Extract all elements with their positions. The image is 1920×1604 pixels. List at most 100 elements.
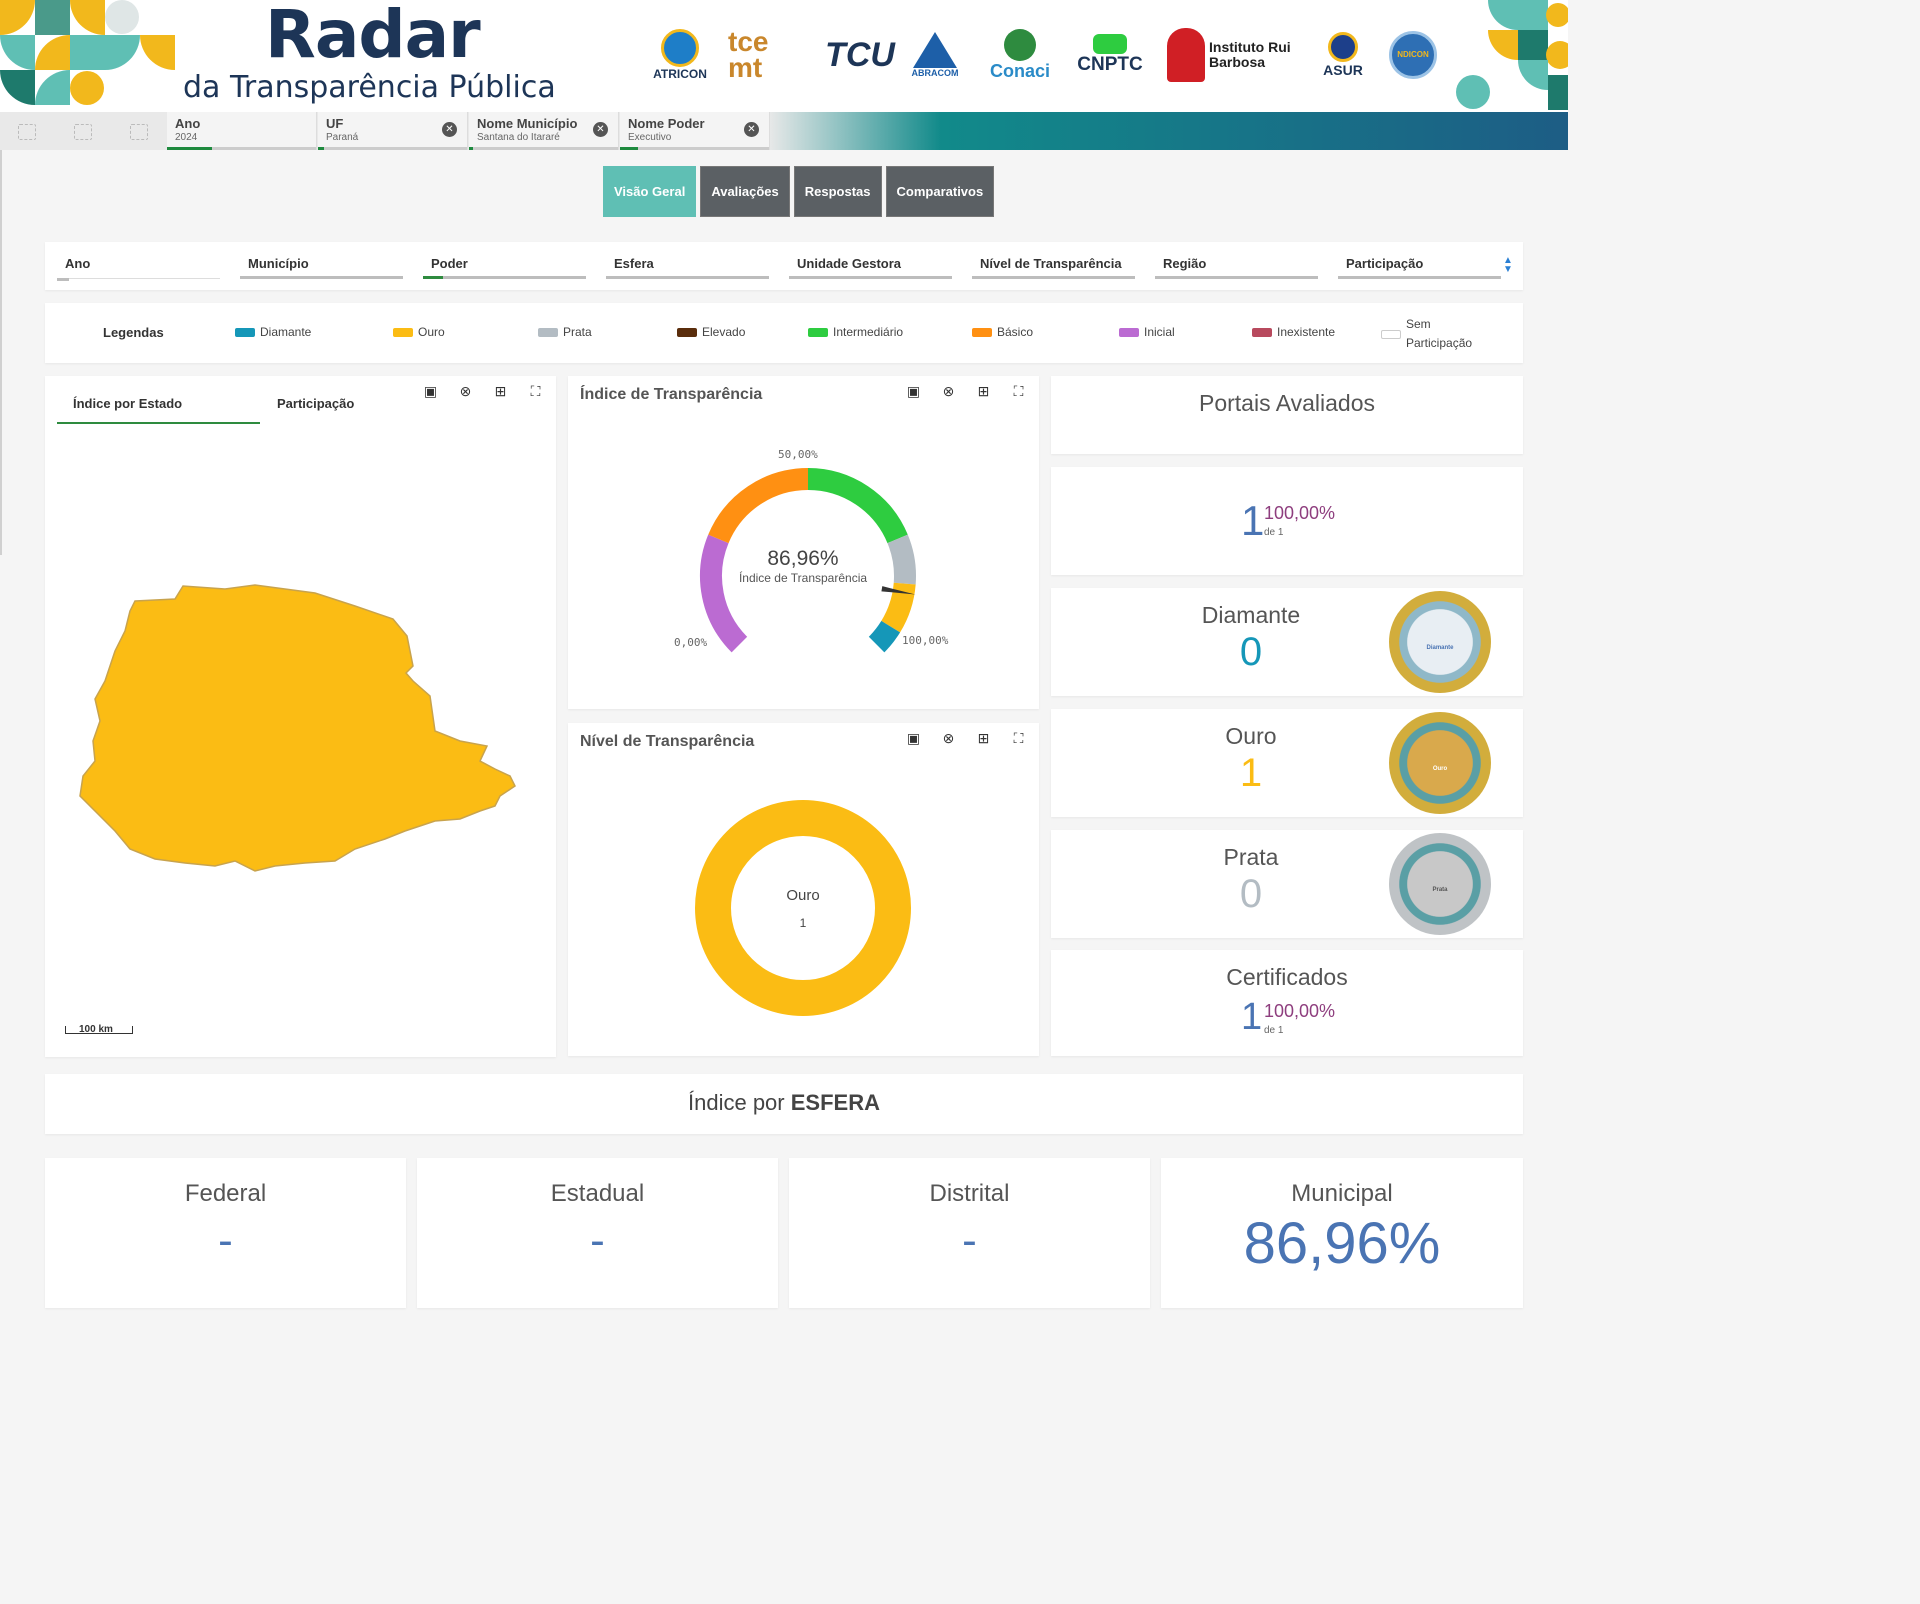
swatch-basico — [972, 327, 992, 337]
dropdown-esfera[interactable]: Esfera — [606, 252, 769, 279]
dropdown-poder[interactable]: Poder — [423, 252, 586, 279]
selo-diamante-name: Diamante — [1201, 602, 1301, 628]
certificados-card: Certificados 1 100,00% de 1 — [1051, 950, 1523, 1056]
tab-visao-geral[interactable]: Visão Geral — [603, 166, 697, 217]
fullscreen-icon[interactable]: ⛶ — [1013, 383, 1024, 399]
tab-indice-por-estado[interactable]: Índice por Estado — [57, 384, 260, 424]
gauge-title: Índice de Transparência — [580, 386, 763, 403]
legend-item-basico: Básico — [972, 325, 1033, 339]
scroll-arrows-icon[interactable]: ▲ ▼ — [1503, 255, 1513, 275]
donut-chart[interactable] — [693, 798, 913, 1018]
dropdown-unidade-gestora[interactable]: Unidade Gestora — [789, 252, 952, 279]
esfera-estadual-name: Estadual — [550, 1180, 645, 1207]
gauge-segment-intermediario — [807, 468, 908, 544]
asur-logo: ASUR — [1318, 22, 1368, 88]
clear-municipio-icon[interactable]: ✕ — [593, 122, 608, 137]
tab-avaliacoes[interactable]: Avaliações — [700, 166, 790, 217]
legend-item-sem-participacao: Sem Participação — [1381, 315, 1481, 353]
fullscreen-icon[interactable]: ⛶ — [530, 383, 541, 399]
donut-slice-ouro — [695, 800, 911, 1016]
dropdown-regiao[interactable]: Região — [1155, 252, 1318, 279]
close-icon[interactable]: ⊗ — [459, 383, 472, 399]
portais-of: de 1 — [1264, 527, 1284, 538]
dropdown-participacao[interactable]: Participação — [1338, 252, 1501, 279]
clear-selections-icon[interactable] — [130, 124, 148, 140]
swatch-diamante — [235, 327, 255, 337]
clear-uf-icon[interactable]: ✕ — [442, 122, 457, 137]
esfera-distrital: Distrital - — [789, 1158, 1150, 1308]
esfera-federal: Federal - — [45, 1158, 406, 1308]
parana-state-map[interactable] — [75, 581, 525, 891]
chip-ano[interactable]: Ano 2024 — [167, 112, 317, 150]
selo-diamante-value: 0 — [1239, 630, 1263, 674]
donut-label: Ouro — [786, 887, 820, 904]
legend-item-prata: Prata — [538, 325, 592, 339]
chip-municipio[interactable]: Nome Município Santana do Itararé ✕ — [469, 112, 619, 150]
chip-uf[interactable]: UF Paraná ✕ — [318, 112, 468, 150]
prata-medal-icon: Prata — [1389, 833, 1491, 935]
abracom-logo: ABRACOM — [902, 22, 968, 88]
esfera-title: Índice por ESFERA — [688, 1090, 880, 1115]
legend-item-diamante: Diamante — [235, 325, 311, 339]
tab-respostas[interactable]: Respostas — [793, 166, 882, 217]
image-icon[interactable]: ▣ — [906, 383, 921, 399]
image-icon[interactable]: ▣ — [423, 383, 438, 399]
gauge-toolbar: ▣ ⊗ ⊞ ⛶ — [905, 384, 1027, 399]
certificados-title: Certificados — [1226, 964, 1348, 990]
scale-bar — [65, 1026, 133, 1034]
close-icon[interactable]: ⊗ — [942, 383, 955, 399]
esfera-municipal-name: Municipal — [1291, 1180, 1393, 1207]
swatch-elevado — [677, 327, 697, 337]
nivel-panel: Nível de Transparência ▣ ⊗ ⊞ ⛶ Ouro 1 — [568, 723, 1039, 1056]
legend-item-inexistente: Inexistente — [1252, 325, 1335, 339]
parana-shape — [79, 584, 516, 872]
gauge-segment-inicial — [700, 534, 748, 653]
legend-card: Legendas Diamante Ouro Prata Elevado Int… — [45, 303, 1523, 363]
close-icon[interactable]: ⊗ — [942, 730, 955, 746]
table-icon[interactable]: ⊞ — [494, 383, 507, 399]
legend-item-inicial: Inicial — [1119, 325, 1175, 339]
esfera-federal-value: - — [218, 1216, 233, 1265]
gauge-max-label: 100,00% — [902, 634, 949, 647]
certificados-pct: 100,00% — [1264, 1001, 1336, 1021]
esfera-header: Índice por ESFERA — [45, 1074, 1523, 1134]
portais-count: 1 — [1241, 497, 1265, 544]
image-icon[interactable]: ▣ — [906, 730, 921, 746]
ndicon-logo: NDICON — [1386, 22, 1440, 88]
nivel-title: Nível de Transparência — [580, 733, 755, 750]
esfera-estadual-value: - — [590, 1216, 605, 1265]
diamante-medal-icon: Diamante — [1389, 591, 1491, 693]
portais-kpi-card: 1 100,00% de 1 — [1051, 467, 1523, 575]
selo-prata-value: 0 — [1239, 872, 1263, 916]
dropdown-nivel-transparencia[interactable]: Nível de Transparência — [972, 252, 1135, 279]
dropdown-ano[interactable]: Ano — [57, 252, 220, 281]
brand-title: Radar — [265, 0, 481, 73]
tab-participacao[interactable]: Participação — [277, 396, 355, 411]
irb-logo: Instituto Rui Barbosa — [1165, 22, 1295, 88]
gauge-segment-prata — [887, 534, 916, 585]
gauge-mid-label: 50,00% — [778, 448, 818, 461]
partner-logos: ATRICON tce mt TCU ABRACOM Conaci CNPTC … — [640, 22, 1437, 92]
selection-tools — [0, 112, 165, 150]
cnptc-logo: CNPTC — [1072, 22, 1148, 88]
tcemt-logo: tce mt — [728, 26, 769, 83]
clear-poder-icon[interactable]: ✕ — [744, 122, 759, 137]
fullscreen-icon[interactable]: ⛶ — [1013, 730, 1024, 746]
portais-title-card: Portais Avaliados — [1051, 376, 1523, 454]
forward-icon[interactable] — [74, 124, 92, 140]
map-toolbar: ▣ ⊗ ⊞ ⛶ — [422, 384, 544, 399]
chip-poder[interactable]: Nome Poder Executivo ✕ — [620, 112, 770, 150]
table-icon[interactable]: ⊞ — [977, 730, 990, 746]
gauge-chart[interactable] — [663, 436, 953, 706]
gauge-min-label: 0,00% — [674, 636, 708, 649]
certificados-count: 1 — [1241, 996, 1263, 1038]
nivel-toolbar: ▣ ⊗ ⊞ ⛶ — [905, 731, 1027, 746]
swatch-inexistente — [1252, 327, 1272, 337]
table-icon[interactable]: ⊞ — [977, 383, 990, 399]
tab-comparativos[interactable]: Comparativos — [885, 166, 995, 217]
dropdown-municipio[interactable]: Município — [240, 252, 403, 279]
swatch-intermediario — [808, 327, 828, 337]
back-icon[interactable] — [18, 124, 36, 140]
esfera-distrital-value: - — [962, 1216, 977, 1265]
gauge-segment-diamante — [868, 620, 901, 653]
